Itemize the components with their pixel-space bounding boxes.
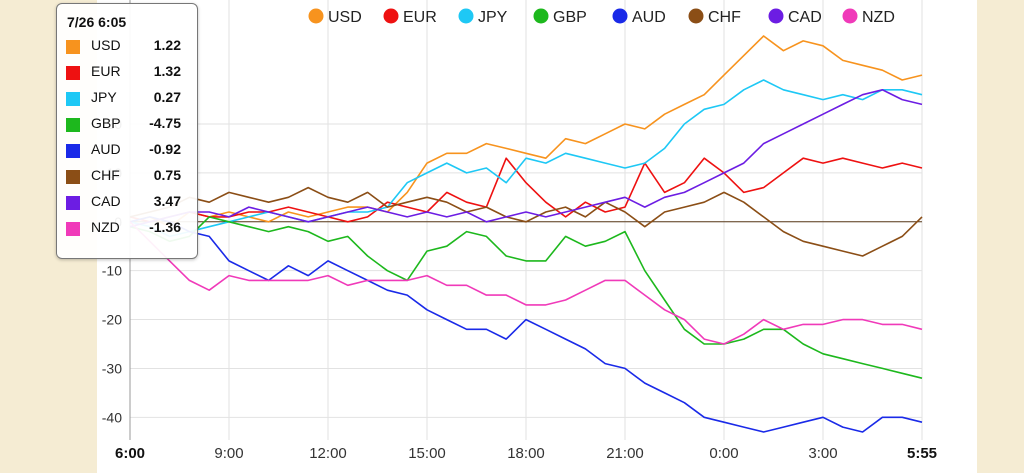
tooltip-swatch bbox=[66, 118, 80, 132]
tooltip-series-value: 3.47 bbox=[153, 193, 181, 209]
tooltip-title: 7/26 6:05 bbox=[67, 14, 127, 30]
y-tick-label: -30 bbox=[102, 360, 122, 376]
legend-label-jpy: JPY bbox=[478, 9, 508, 26]
x-tick-label: 3:00 bbox=[808, 445, 837, 462]
legend-label-usd: USD bbox=[328, 9, 362, 26]
tooltip-row-chf: CHF 0.75 bbox=[57, 164, 197, 190]
legend-marker-usd bbox=[308, 8, 324, 24]
x-tick-label: 12:00 bbox=[309, 445, 347, 462]
tooltip-series-name: JPY bbox=[91, 89, 117, 105]
x-tick-label: 6:00 bbox=[115, 445, 145, 462]
series-line-cad bbox=[129, 89, 923, 228]
legend-marker-gbp bbox=[533, 8, 549, 24]
x-tick-label: 18:00 bbox=[507, 445, 545, 462]
tooltip-swatch bbox=[66, 40, 80, 54]
tooltip-row-nzd: NZD -1.36 bbox=[57, 216, 197, 242]
chart-panel bbox=[97, 0, 977, 473]
tooltip-series-value: 1.22 bbox=[153, 37, 181, 53]
series-line-gbp bbox=[129, 216, 923, 379]
tooltip-series-name: NZD bbox=[91, 219, 120, 235]
legend-label-chf: CHF bbox=[708, 9, 741, 26]
y-tick-label: -40 bbox=[102, 409, 122, 425]
tooltip-row-jpy: JPY 0.27 bbox=[57, 86, 197, 112]
series-line-eur bbox=[129, 157, 923, 223]
tooltip-row-aud: AUD -0.92 bbox=[57, 138, 197, 164]
x-tick-label: 21:00 bbox=[606, 445, 644, 462]
tooltip-series-value: -0.92 bbox=[149, 141, 181, 157]
tooltip-series-name: GBP bbox=[91, 115, 121, 131]
series-line-aud bbox=[129, 216, 923, 433]
x-tick-label: 9:00 bbox=[214, 445, 243, 462]
x-tick-label: 5:55 bbox=[907, 445, 937, 462]
tooltip-rows: USD 1.22 EUR 1.32 JPY 0.27 GBP -4.75 AUD -0.92 CHF… bbox=[57, 34, 197, 242]
tooltip-series-value: -4.75 bbox=[149, 115, 181, 131]
tooltip-swatch bbox=[66, 66, 80, 80]
legend-marker-aud bbox=[612, 8, 628, 24]
legend-label-eur: EUR bbox=[403, 9, 437, 26]
tooltip-swatch bbox=[66, 222, 80, 236]
y-tick-label: -10 bbox=[102, 263, 122, 279]
x-tick-label: 0:00 bbox=[709, 445, 738, 462]
x-tick-label: 15:00 bbox=[408, 445, 446, 462]
tooltip-swatch bbox=[66, 92, 80, 106]
tooltip-series-value: 1.32 bbox=[153, 63, 181, 79]
tooltip-series-value: -1.36 bbox=[149, 219, 181, 235]
tooltip-series-name: EUR bbox=[91, 63, 121, 79]
legend-marker-chf bbox=[688, 8, 704, 24]
legend-marker-cad bbox=[768, 8, 784, 24]
tooltip-row-eur: EUR 1.32 bbox=[57, 60, 197, 86]
tooltip-swatch bbox=[66, 196, 80, 210]
legend-marker-nzd bbox=[842, 8, 858, 24]
tooltip-series-name: CHF bbox=[91, 167, 120, 183]
legend-marker-eur bbox=[383, 8, 399, 24]
tooltip-swatch bbox=[66, 144, 80, 158]
series-line-jpy bbox=[129, 79, 923, 238]
hover-tooltip: 7/26 6:05 USD 1.22 EUR 1.32 JPY 0.27 GBP -4.75 A… bbox=[56, 3, 198, 259]
series-line-chf bbox=[129, 186, 923, 257]
series-line-usd bbox=[129, 35, 923, 228]
tooltip-series-name: CAD bbox=[91, 193, 121, 209]
tooltip-series-name: USD bbox=[91, 37, 121, 53]
legend-label-nzd: NZD bbox=[862, 9, 895, 26]
legend-marker-jpy bbox=[458, 8, 474, 24]
y-tick-label: -20 bbox=[102, 312, 122, 328]
legend-label-aud: AUD bbox=[632, 9, 666, 26]
series-line-nzd bbox=[129, 221, 923, 345]
legend-label-cad: CAD bbox=[788, 9, 822, 26]
tooltip-row-gbp: GBP -4.75 bbox=[57, 112, 197, 138]
tooltip-row-usd: USD 1.22 bbox=[57, 34, 197, 60]
tooltip-series-value: 0.75 bbox=[153, 167, 181, 183]
tooltip-series-name: AUD bbox=[91, 141, 121, 157]
tooltip-row-cad: CAD 3.47 bbox=[57, 190, 197, 216]
tooltip-series-value: 0.27 bbox=[153, 89, 181, 105]
legend-label-gbp: GBP bbox=[553, 9, 587, 26]
tooltip-swatch bbox=[66, 170, 80, 184]
